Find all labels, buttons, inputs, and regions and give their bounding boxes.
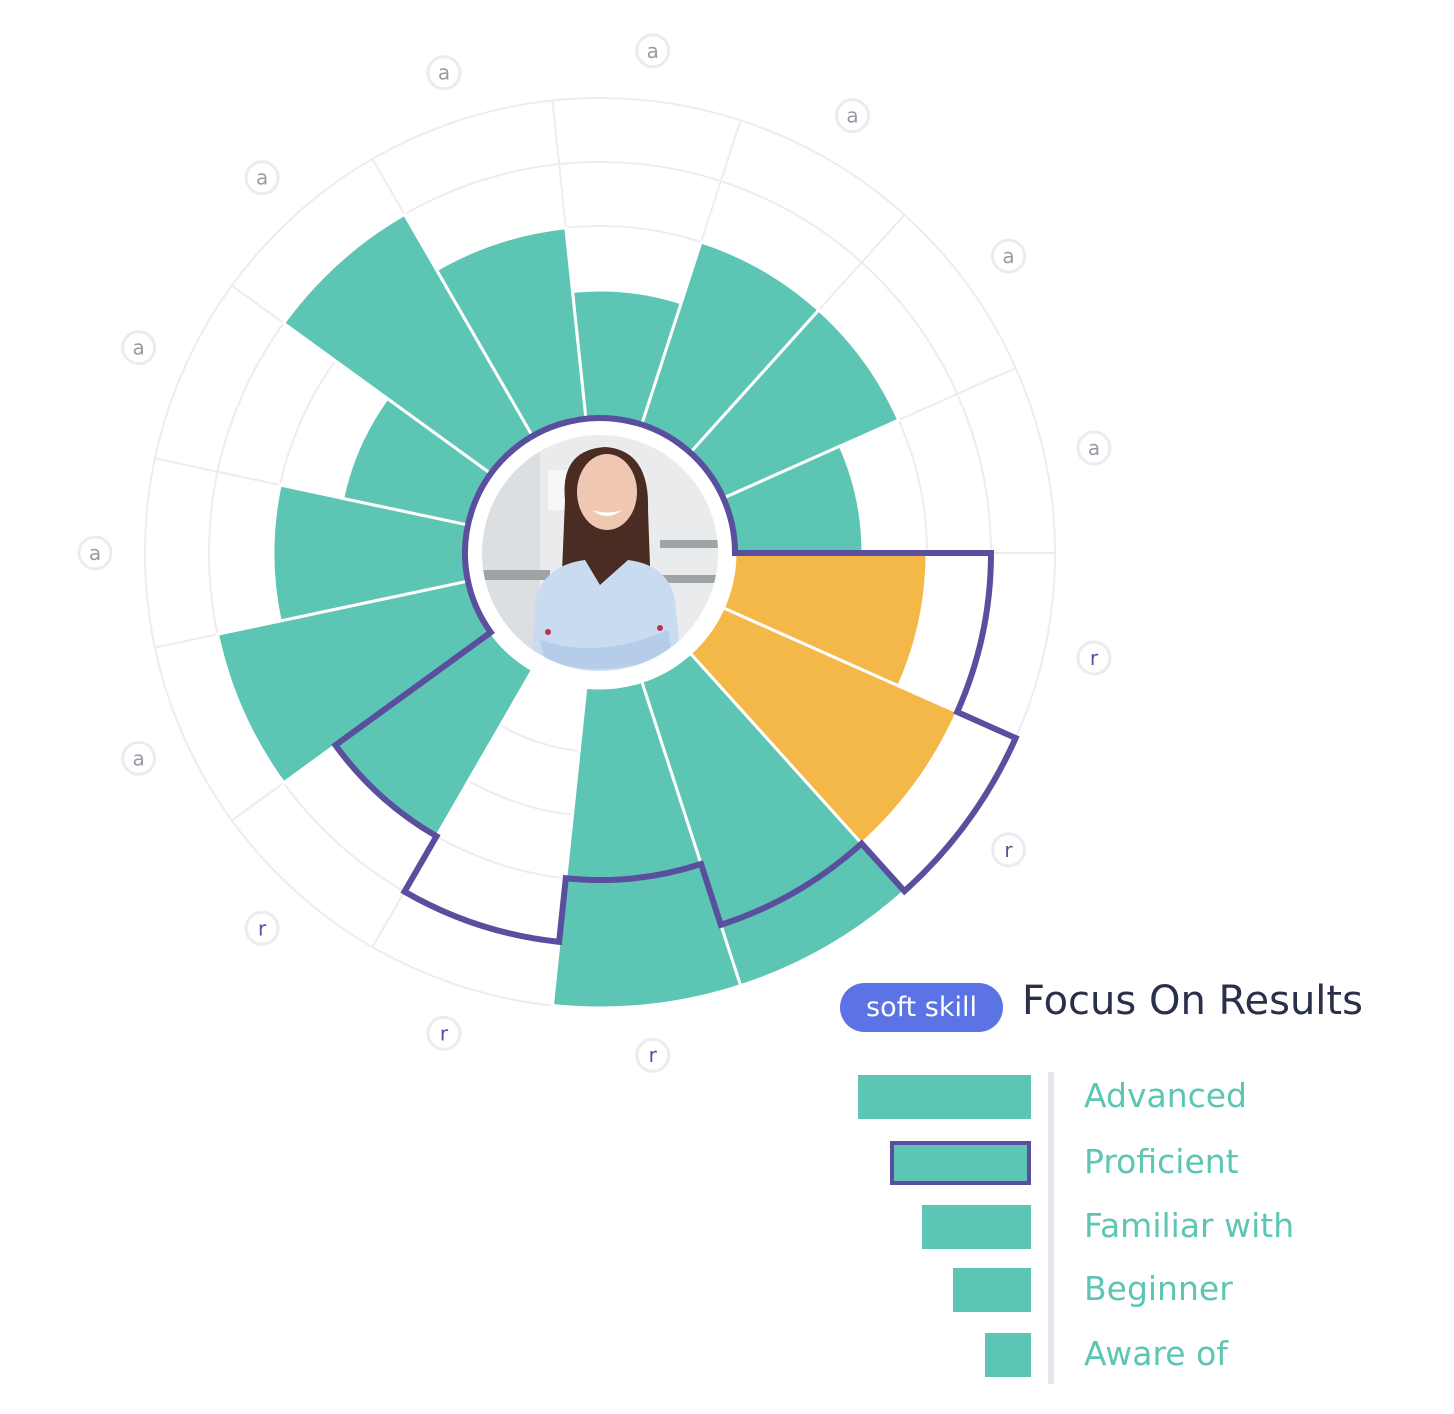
legend-label: Beginner [1084, 1269, 1233, 1308]
label-circle [77, 535, 113, 571]
label-circle [426, 55, 462, 91]
legend-bar [985, 1333, 1031, 1377]
legend-label: Familiar with [1084, 1206, 1295, 1245]
segment-label-text: a [438, 61, 450, 85]
legend-bar [922, 1205, 1031, 1249]
legend-label: Proficient [1084, 1142, 1239, 1181]
segment-labels: a a a a r r r r r a a a a a [77, 33, 1112, 1073]
segment-label: r [1076, 640, 1112, 676]
label-circle [635, 33, 671, 69]
legend-bar [890, 1141, 1031, 1185]
segment-label-text: r [258, 916, 267, 940]
target-level-outline [331, 415, 1020, 946]
label-circle [991, 238, 1027, 274]
label-circle [426, 1015, 462, 1051]
label-circle [835, 98, 870, 134]
segment-label: r [426, 1015, 462, 1051]
segment-label: a [244, 160, 280, 196]
highlighted-skill-wedge [688, 605, 960, 846]
segment-label: a [1076, 430, 1112, 466]
segment-label-text: a [647, 39, 659, 63]
legend-label: Advanced [1084, 1076, 1248, 1115]
legend-bar [858, 1075, 1031, 1119]
segment-label: r [991, 832, 1027, 868]
target-outline [331, 415, 1020, 946]
segment-label: r [244, 910, 280, 946]
skill-wedges [215, 212, 960, 1010]
segment-label: a [635, 33, 671, 69]
segment-label: a [426, 55, 462, 91]
segment-label-text: a [133, 336, 145, 360]
segment-label-text: r [1090, 646, 1099, 670]
segment-label-text: a [133, 746, 145, 770]
label-circle [244, 160, 280, 196]
legend-divider [1048, 1072, 1054, 1384]
segment-label-text: a [1002, 244, 1014, 268]
label-circle [1076, 640, 1112, 676]
segment-label-text: r [1004, 838, 1013, 862]
profile-photo [469, 422, 731, 684]
highlighted-skill-wedge [721, 551, 929, 688]
segment-label: a [835, 98, 870, 134]
skill-title: Focus On Results [1022, 978, 1363, 1024]
segment-label-text: r [440, 1021, 449, 1045]
segment-label: r [635, 1037, 671, 1073]
segment-label: a [121, 740, 157, 776]
segment-label: a [991, 238, 1027, 274]
label-circle [121, 330, 157, 366]
segment-label-text: a [89, 541, 101, 565]
label-circle [635, 1037, 671, 1073]
skill-wedge [550, 679, 743, 1010]
label-circle [244, 910, 280, 946]
label-circle [1076, 430, 1112, 466]
segment-label: a [121, 330, 157, 366]
segment-label: a [77, 535, 113, 571]
legend-bar [953, 1268, 1031, 1312]
legend-label: Aware of [1084, 1334, 1228, 1373]
segment-label-text: a [1088, 436, 1100, 460]
segment-label-text: a [256, 166, 268, 190]
label-circle [121, 740, 157, 776]
category-badge: soft skill [840, 983, 1003, 1032]
segment-label-text: a [846, 104, 858, 128]
segment-label-text: r [649, 1043, 658, 1067]
label-circle [991, 832, 1027, 868]
skill-wedge [639, 651, 907, 988]
